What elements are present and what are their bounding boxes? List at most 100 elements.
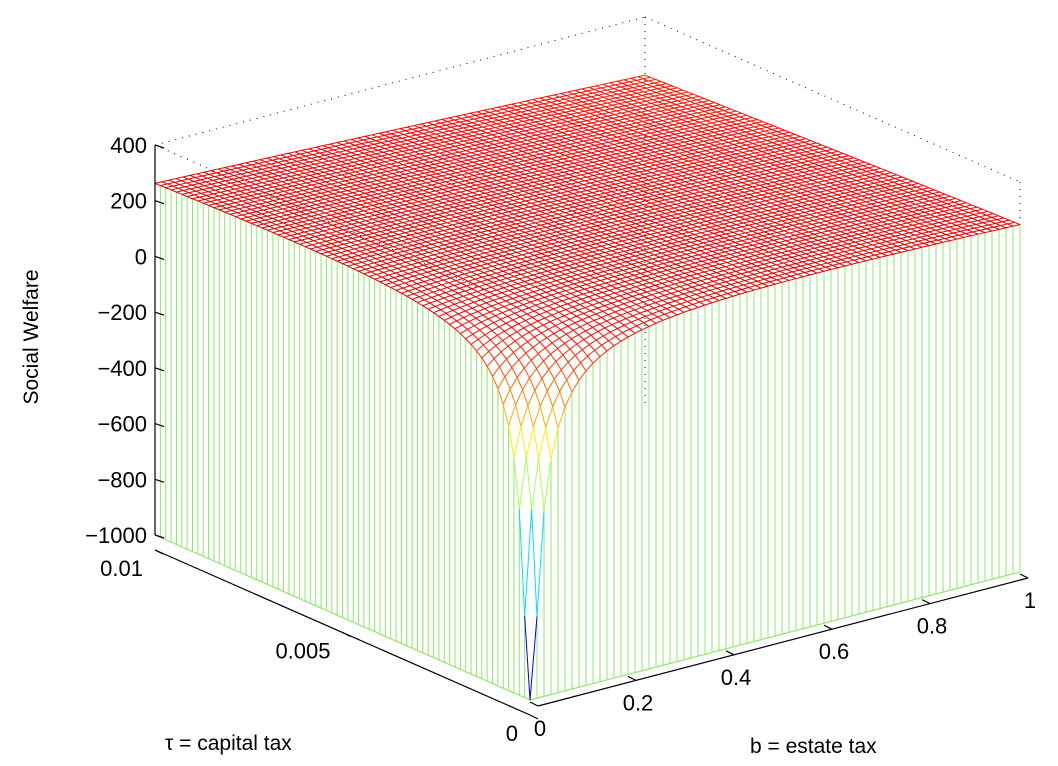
mesh-line xyxy=(539,138,547,142)
mesh-line xyxy=(600,115,608,119)
mesh-line xyxy=(193,179,201,182)
mesh-line xyxy=(232,190,240,194)
mesh-line xyxy=(214,174,222,178)
mesh-line xyxy=(802,214,811,217)
mesh-line xyxy=(905,180,913,184)
mesh-line xyxy=(378,233,386,237)
mesh-line xyxy=(816,210,825,214)
mesh-line xyxy=(484,177,492,181)
mesh-line xyxy=(539,125,547,129)
mesh-line xyxy=(494,155,502,159)
mesh-line xyxy=(335,144,343,147)
mesh-line xyxy=(299,168,307,172)
mesh-line xyxy=(537,186,545,189)
mesh-line xyxy=(753,272,761,275)
mesh-line xyxy=(778,155,786,159)
mesh-line xyxy=(282,193,290,196)
mesh-line xyxy=(497,330,505,336)
mesh-line xyxy=(593,104,601,107)
mesh-line xyxy=(544,229,552,232)
mesh-line xyxy=(708,141,717,144)
mesh-line xyxy=(618,88,627,92)
mesh-line xyxy=(670,113,679,116)
mesh-line xyxy=(421,205,430,209)
mesh-line xyxy=(681,231,689,235)
mesh-line xyxy=(529,281,538,285)
mesh-line xyxy=(678,239,686,243)
mesh-line xyxy=(429,300,438,304)
mesh-line xyxy=(646,168,654,171)
mesh-line xyxy=(515,164,523,167)
mesh-line xyxy=(841,155,849,158)
mesh-line xyxy=(584,122,593,125)
mesh-line xyxy=(429,281,437,285)
mesh-line xyxy=(736,250,745,254)
mesh-line xyxy=(615,82,623,86)
mesh-line xyxy=(548,249,556,253)
mesh-line xyxy=(370,269,379,273)
mesh-line xyxy=(757,278,765,282)
mesh-line xyxy=(732,172,740,176)
mesh-line xyxy=(756,134,764,137)
mesh-line xyxy=(364,236,372,240)
mesh-line xyxy=(872,184,880,188)
mesh-line xyxy=(832,248,840,252)
mesh-line xyxy=(433,122,441,126)
mesh-line xyxy=(559,254,567,258)
mesh-line xyxy=(652,271,661,275)
mesh-line xyxy=(663,276,671,280)
mesh-line xyxy=(897,212,906,216)
mesh-line xyxy=(930,225,938,229)
mesh-line xyxy=(591,207,599,211)
mesh-line xyxy=(631,102,639,105)
mesh-line xyxy=(574,246,582,250)
mesh-line xyxy=(328,158,336,162)
mesh-line xyxy=(263,163,271,167)
mesh-line xyxy=(506,156,514,159)
mesh-line xyxy=(891,241,900,245)
mesh-line xyxy=(692,222,700,225)
mesh-line xyxy=(530,246,538,250)
mesh-line xyxy=(855,195,863,198)
mesh-line xyxy=(458,239,466,242)
mesh-line xyxy=(528,286,536,290)
mesh-line xyxy=(885,198,893,202)
mesh-line xyxy=(738,174,746,178)
mesh-line xyxy=(721,272,729,276)
mesh-line xyxy=(553,251,561,255)
mesh-line xyxy=(598,106,606,109)
mesh-line xyxy=(781,218,790,222)
mesh-line xyxy=(351,208,359,211)
mesh-line xyxy=(904,184,912,188)
mesh-line xyxy=(440,306,448,311)
mesh-line xyxy=(526,125,534,128)
mesh-line xyxy=(952,217,960,220)
mesh-line xyxy=(629,135,637,139)
mesh-line xyxy=(437,198,445,202)
mesh-line xyxy=(571,151,579,155)
mesh-line xyxy=(297,172,305,176)
mesh-line xyxy=(583,182,591,186)
mesh-line xyxy=(727,241,736,245)
mesh-line xyxy=(725,279,733,283)
mesh-line xyxy=(207,176,215,179)
mesh-line xyxy=(829,211,837,215)
mesh-line xyxy=(544,127,552,131)
mesh-line xyxy=(437,185,445,188)
mesh-line xyxy=(450,275,458,279)
mesh-line xyxy=(523,202,532,206)
mesh-line xyxy=(615,138,623,142)
mesh-line xyxy=(196,171,205,175)
mesh-line xyxy=(338,239,346,243)
mesh-line xyxy=(394,167,402,171)
mesh-line xyxy=(528,121,536,125)
mesh-line xyxy=(298,199,306,203)
mesh-line xyxy=(605,265,613,268)
mesh-line xyxy=(563,312,572,317)
mesh-line xyxy=(555,145,563,148)
mesh-line xyxy=(751,158,759,161)
mesh-line xyxy=(322,232,330,236)
mesh-line xyxy=(511,323,519,328)
mesh-line xyxy=(696,210,705,214)
mesh-line xyxy=(611,90,620,93)
